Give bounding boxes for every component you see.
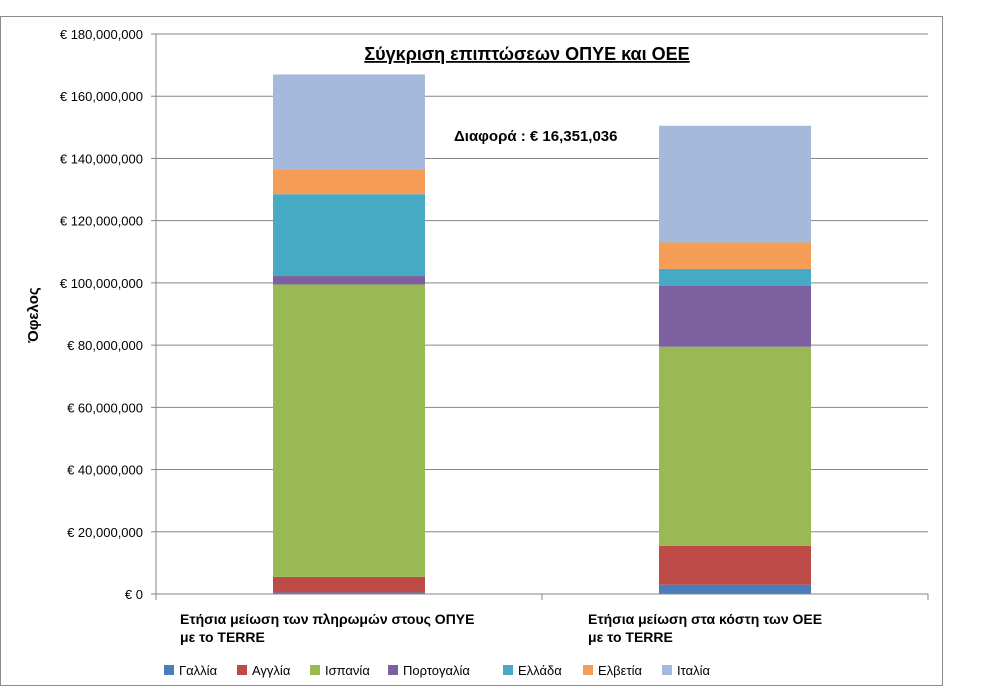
y-tick-label: € 180,000,000 (60, 27, 143, 42)
axes (155, 34, 929, 600)
bar-segment (659, 584, 811, 594)
y-tick-label: € 100,000,000 (60, 276, 143, 291)
legend-label: Πορτογαλία (403, 663, 470, 678)
y-tick-labels: € 0 € 20,000,000 € 40,000,000 € 60,000,000 €… (60, 27, 143, 602)
bar-segment (659, 125, 811, 243)
chart-title: Σύγκριση επιπτώσεων ΟΠΥΕ και ΟΕΕ (364, 44, 689, 64)
bar-segment (273, 169, 425, 195)
bar-segment (659, 286, 811, 347)
legend-swatch (388, 665, 398, 675)
legend-label: Αγγλία (252, 663, 291, 678)
bar-segment (273, 194, 425, 277)
legend-label: Ελβετία (598, 663, 642, 678)
category-label: με το TERRE (588, 629, 673, 645)
category-label: Ετήσια μείωση στα κόστη των ΟΕΕ (588, 611, 822, 627)
legend-label: Ιταλία (677, 663, 710, 678)
legend-swatch (503, 665, 513, 675)
bar-segment (273, 276, 425, 285)
category-labels: Ετήσια μείωση των πληρωμών στους ΟΠΥΕ με … (180, 611, 822, 645)
bar-segment (659, 346, 811, 546)
y-tick-label: € 80,000,000 (67, 338, 143, 353)
y-tick-label: € 160,000,000 (60, 89, 143, 104)
y-tick-label: € 20,000,000 (67, 525, 143, 540)
legend-label: Ισπανία (325, 663, 370, 678)
legend-swatch (662, 665, 672, 675)
bar-segment (659, 268, 811, 286)
bar-segment (273, 592, 425, 594)
bar-segment (273, 576, 425, 593)
y-tick-label: € 140,000,000 (60, 151, 143, 166)
legend-label: Ελλάδα (518, 663, 562, 678)
bar-segment (659, 545, 811, 585)
bar-segment (273, 74, 425, 170)
bar-segment (659, 242, 811, 269)
legend: Γαλλία Αγγλία Ισπανία Πορτογαλία Ελλάδα Ελβετ… (164, 663, 710, 678)
legend-swatch (237, 665, 247, 675)
y-tick-label: € 60,000,000 (67, 400, 143, 415)
y-tick-label: € 40,000,000 (67, 463, 143, 478)
legend-label: Γαλλία (179, 663, 218, 678)
difference-annotation: Διαφορά : € 16,351,036 (454, 128, 617, 145)
bar-segment (273, 284, 425, 577)
legend-swatch (164, 665, 174, 675)
category-label: Ετήσια μείωση των πληρωμών στους ΟΠΥΕ (180, 611, 474, 627)
y-axis-label: Όφελος (25, 287, 42, 344)
y-tick-label: € 120,000,000 (60, 214, 143, 229)
legend-swatch (310, 665, 320, 675)
y-tick-label: € 0 (125, 587, 143, 602)
bars (273, 74, 811, 594)
legend-swatch (583, 665, 593, 675)
category-label: με το TERRE (180, 629, 265, 645)
